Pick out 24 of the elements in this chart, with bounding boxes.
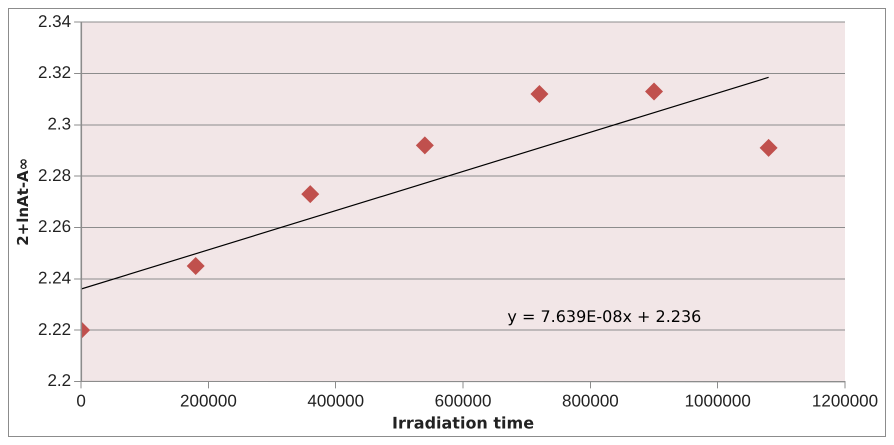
x-tick-label: 1000000 [684,391,751,410]
point [530,85,548,104]
x-axis-title: Irradiation time [392,414,534,433]
y-tick-label: 2.34 [38,12,72,31]
x-tick-label: 400000 [307,391,364,410]
y-tick-label: 2.3 [47,114,72,134]
x-tick-label: 200000 [180,391,237,410]
y-tick-label: 2.26 [38,217,72,236]
point [645,82,664,100]
x-tick-label: 800000 [562,391,619,410]
point [301,185,320,204]
y-tick-label: 2.32 [38,63,72,82]
x-tick-label: 600000 [434,391,492,410]
y-tick-label: 2.24 [38,268,72,288]
y-tick-label: 2.2 [47,371,72,390]
y-axis-title: 2+lnAt-A∞ [14,158,32,246]
point [186,256,205,275]
x-tick-label: 1200000 [812,391,878,410]
y-tick-label: 2.22 [38,320,72,339]
point [416,136,434,154]
annotation: y = 7.639E-08x + 2.236 [507,307,702,326]
point [760,138,778,157]
y-tick-label: 2.28 [38,166,72,185]
x-tick-label: 0 [76,391,86,410]
